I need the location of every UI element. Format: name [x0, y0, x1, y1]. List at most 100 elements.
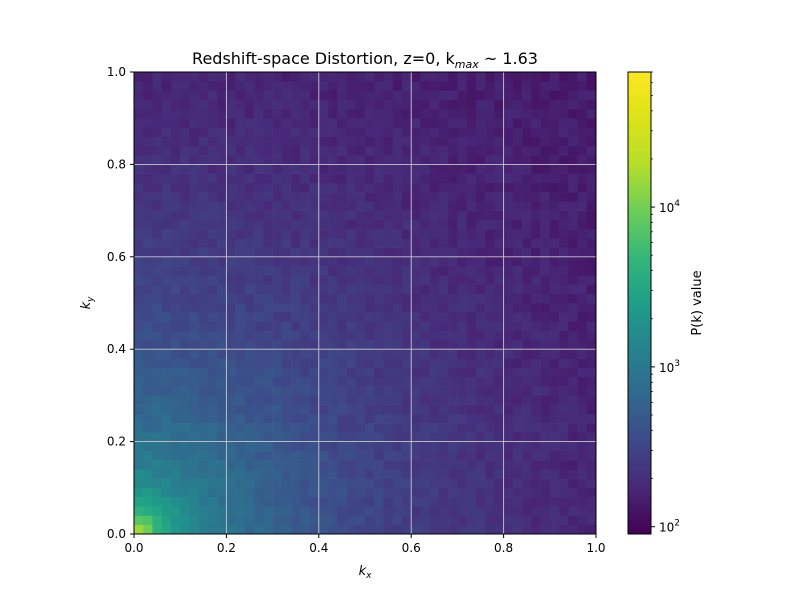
heatmap-cell — [281, 256, 292, 267]
heatmap-cell — [540, 404, 551, 415]
heatmap-cell — [559, 450, 569, 461]
heatmap-cell — [540, 339, 551, 350]
heatmap-cell — [291, 330, 301, 341]
heatmap-cell — [272, 210, 283, 221]
heatmap-cell — [365, 293, 375, 304]
heatmap-cell — [401, 395, 412, 405]
heatmap-cell — [170, 376, 181, 387]
heatmap-cell — [134, 284, 144, 295]
heatmap-cell — [217, 376, 227, 387]
heatmap-cell — [512, 524, 523, 535]
heatmap-cell — [374, 99, 384, 110]
heatmap-cell — [170, 469, 181, 479]
heatmap-cell — [244, 173, 255, 184]
heatmap-cell — [152, 182, 163, 193]
heatmap-cell — [207, 275, 218, 285]
heatmap-cell — [254, 460, 264, 470]
heatmap-cell — [170, 182, 181, 193]
heatmap-cell — [152, 321, 163, 332]
heatmap-cell — [217, 219, 227, 230]
heatmap-cell — [134, 497, 144, 507]
heatmap-cell — [161, 145, 172, 156]
heatmap-cell — [374, 219, 384, 230]
heatmap-cell — [355, 367, 366, 378]
heatmap-cell — [134, 321, 144, 332]
heatmap-cell — [522, 524, 532, 535]
heatmap-cell — [355, 108, 366, 119]
heatmap-cell — [448, 182, 458, 193]
heatmap-cell — [466, 312, 477, 322]
heatmap-cell — [272, 312, 283, 322]
heatmap-cell — [281, 219, 292, 230]
heatmap-cell — [457, 432, 467, 442]
heatmap-cell — [198, 229, 209, 239]
heatmap-cell — [586, 99, 597, 110]
heatmap-cell — [281, 478, 292, 489]
heatmap-cell — [383, 99, 394, 110]
heatmap-cell — [152, 358, 163, 368]
heatmap-cell — [485, 108, 495, 119]
heatmap-cell — [226, 238, 236, 248]
heatmap-cell — [485, 275, 495, 285]
heatmap-cell — [522, 358, 532, 368]
heatmap-cell — [494, 284, 504, 295]
heatmap-cell — [374, 487, 384, 498]
heatmap-cell — [152, 108, 163, 119]
heatmap-cell — [355, 201, 366, 211]
heatmap-cell — [254, 256, 264, 267]
heatmap-cell — [383, 413, 394, 424]
heatmap-cell — [365, 275, 375, 285]
heatmap-cell — [466, 201, 477, 211]
heatmap-cell — [457, 423, 467, 433]
heatmap-cell — [346, 321, 357, 332]
heatmap-cell — [392, 321, 403, 332]
heatmap-cell — [559, 210, 569, 221]
heatmap-cell — [392, 515, 403, 526]
heatmap-cell — [411, 127, 421, 137]
heatmap-cell — [263, 145, 273, 156]
heatmap-cell — [134, 266, 144, 276]
heatmap-cell — [346, 127, 357, 137]
heatmap-cell — [309, 127, 320, 137]
heatmap-cell — [475, 256, 486, 267]
heatmap-cell — [318, 219, 329, 230]
heatmap-cell — [540, 275, 551, 285]
heatmap-cell — [254, 266, 264, 276]
heatmap-cell — [291, 275, 301, 285]
heatmap-cell — [448, 145, 458, 156]
heatmap-cell — [568, 478, 578, 489]
heatmap-cell — [207, 376, 218, 387]
heatmap-cell — [392, 349, 403, 359]
heatmap-cell — [328, 469, 338, 479]
heatmap-cell — [383, 192, 394, 202]
heatmap-cell — [281, 497, 292, 507]
heatmap-cell — [143, 118, 153, 128]
heatmap-cell — [429, 423, 440, 433]
heatmap-cell — [309, 238, 320, 248]
heatmap-cell — [559, 376, 569, 387]
heatmap-cell — [244, 136, 255, 147]
heatmap-cell — [494, 497, 504, 507]
heatmap-cell — [374, 182, 384, 193]
heatmap-cell — [429, 219, 440, 230]
heatmap-cell — [180, 395, 190, 405]
heatmap-cell — [244, 376, 255, 387]
heatmap-cell — [586, 395, 597, 405]
heatmap-cell — [244, 210, 255, 221]
heatmap-cell — [365, 506, 375, 516]
heatmap-cell — [586, 81, 597, 91]
heatmap-cell — [170, 293, 181, 304]
heatmap-cell — [429, 460, 440, 470]
heatmap-cell — [549, 90, 560, 101]
heatmap-cell — [300, 506, 310, 516]
heatmap-cell — [217, 266, 227, 276]
heatmap-cell — [549, 376, 560, 387]
heatmap-cell — [522, 460, 532, 470]
heatmap-cell — [448, 386, 458, 396]
heatmap-cell — [512, 173, 523, 184]
heatmap-cell — [522, 155, 532, 165]
heatmap-cell — [346, 192, 357, 202]
heatmap-cell — [143, 478, 153, 489]
heatmap-cell — [429, 145, 440, 156]
heatmap-cell — [448, 127, 458, 137]
